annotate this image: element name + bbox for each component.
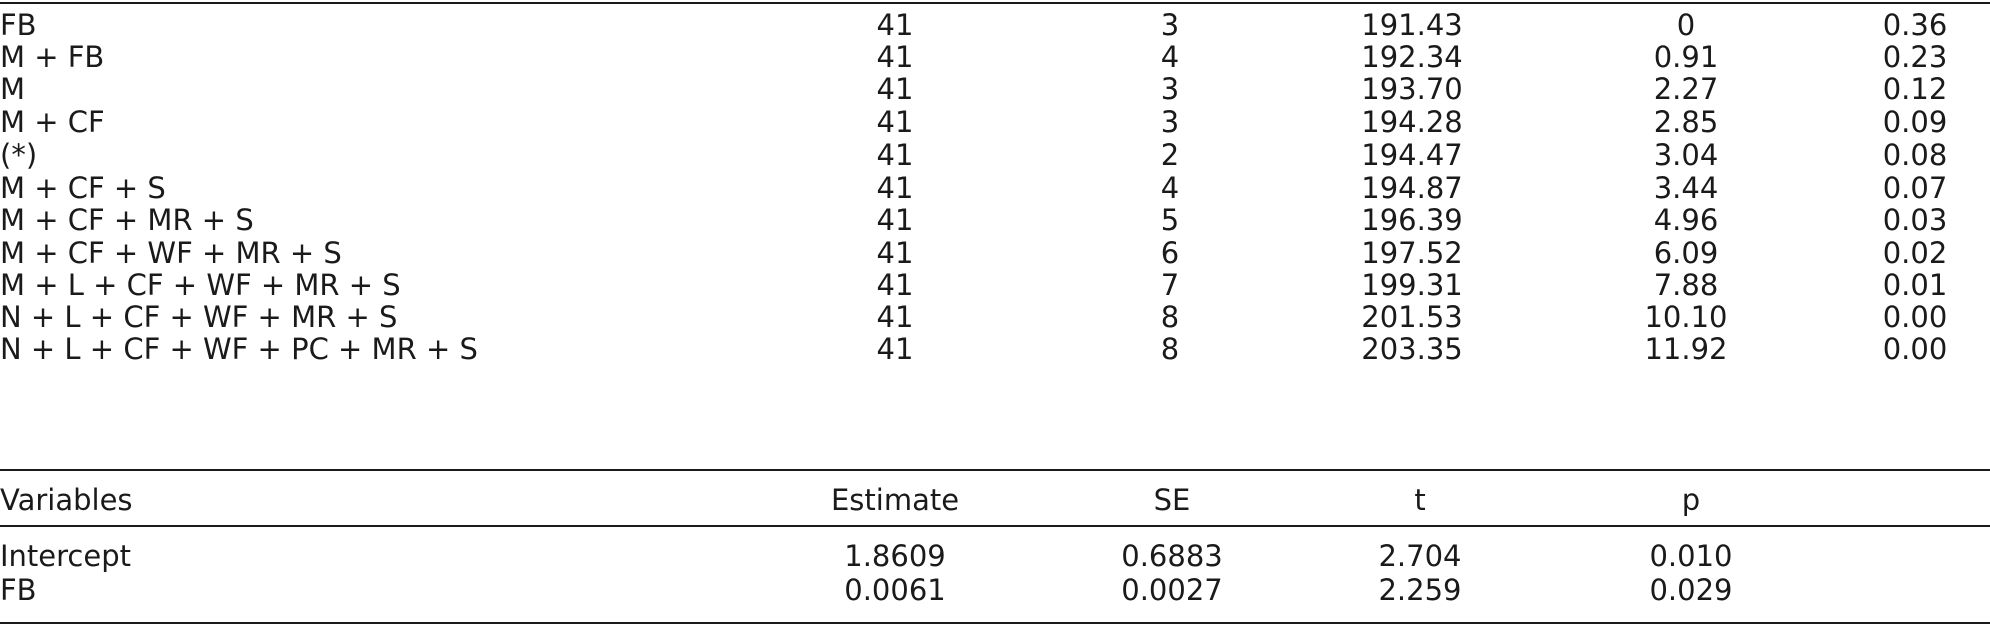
k-value: 3 [1160, 72, 1180, 106]
delta-value: 6.09 [1653, 236, 1719, 270]
se-value: 0.6883 [1121, 539, 1223, 573]
k-value: 5 [1160, 203, 1180, 237]
variable-name: Intercept [0, 539, 131, 573]
aicc-value: 193.70 [1361, 72, 1463, 106]
k-value: 2 [1160, 138, 1180, 172]
weight-value: 0.03 [1882, 203, 1948, 237]
k-value: 3 [1160, 8, 1180, 42]
delta-value: 3.04 [1653, 138, 1719, 172]
weight-value: 0.00 [1882, 332, 1948, 366]
coef-header-row: Variables Estimate SE t p [0, 480, 1990, 520]
table-row: FB 41 3 191.43 0 0.36 [0, 5, 1990, 45]
header-p: p [1681, 483, 1701, 517]
n-value: 41 [876, 72, 914, 106]
header-estimate: Estimate [830, 483, 960, 517]
weight-value: 0.00 [1882, 300, 1948, 334]
aicc-value: 194.47 [1361, 138, 1463, 172]
aicc-value: 203.35 [1361, 332, 1463, 366]
table-row: M + L + CF + WF + MR + S 41 7 199.31 7.88 0.0… [0, 265, 1990, 305]
aicc-value: 199.31 [1361, 268, 1463, 302]
n-value: 41 [876, 332, 914, 366]
model-name: M + CF + MR + S [0, 203, 254, 237]
table-row: M + CF + S 41 4 194.87 3.44 0.07 [0, 168, 1990, 208]
aicc-value: 194.87 [1361, 171, 1463, 205]
model-name: (*) [0, 138, 38, 172]
model-name: M + CF + WF + MR + S [0, 236, 342, 270]
delta-value: 11.92 [1644, 332, 1728, 366]
aicc-value: 194.28 [1361, 105, 1463, 139]
weight-value: 0.08 [1882, 138, 1948, 172]
delta-value: 10.10 [1644, 300, 1728, 334]
k-value: 4 [1160, 40, 1180, 74]
p-value: 0.029 [1649, 573, 1733, 607]
delta-value: 0 [1676, 8, 1696, 42]
table-bottom-rule [0, 622, 1990, 624]
delta-value: 3.44 [1653, 171, 1719, 205]
n-value: 41 [876, 105, 914, 139]
header-t: t [1414, 483, 1426, 517]
table-row: M + CF + MR + S 41 5 196.39 4.96 0.03 [0, 200, 1990, 240]
weight-value: 0.02 [1882, 236, 1948, 270]
table-row: N + L + CF + WF + PC + MR + S 41 8 203.35 11… [0, 329, 1990, 369]
k-value: 4 [1160, 171, 1180, 205]
aicc-value: 196.39 [1361, 203, 1463, 237]
model-name: FB [0, 8, 37, 42]
table-row: N + L + CF + WF + MR + S 41 8 201.53 10.10 0.… [0, 297, 1990, 337]
aicc-value: 197.52 [1361, 236, 1463, 270]
coef-header-rule [0, 525, 1990, 527]
weight-value: 0.36 [1882, 8, 1948, 42]
model-name: M + L + CF + WF + MR + S [0, 268, 401, 302]
weight-value: 0.01 [1882, 268, 1948, 302]
model-name: N + L + CF + WF + MR + S [0, 300, 398, 334]
delta-value: 2.27 [1653, 72, 1719, 106]
aicc-value: 201.53 [1361, 300, 1463, 334]
p-value: 0.010 [1649, 539, 1733, 573]
k-value: 6 [1160, 236, 1180, 270]
table-row: (*) 41 2 194.47 3.04 0.08 [0, 135, 1990, 175]
k-value: 3 [1160, 105, 1180, 139]
n-value: 41 [876, 171, 914, 205]
se-value: 0.0027 [1121, 573, 1223, 607]
header-variables: Variables [0, 483, 133, 517]
t-value: 2.259 [1378, 573, 1462, 607]
table-row: M + FB 41 4 192.34 0.91 0.23 [0, 37, 1990, 77]
table-row: M 41 3 193.70 2.27 0.12 [0, 69, 1990, 109]
table-row: M + CF 41 3 194.28 2.85 0.09 [0, 102, 1990, 142]
model-name: N + L + CF + WF + PC + MR + S [0, 332, 478, 366]
weight-value: 0.07 [1882, 171, 1948, 205]
weight-value: 0.23 [1882, 40, 1948, 74]
n-value: 41 [876, 40, 914, 74]
delta-value: 7.88 [1653, 268, 1719, 302]
k-value: 7 [1160, 268, 1180, 302]
table-top-rule [0, 2, 1990, 4]
n-value: 41 [876, 268, 914, 302]
n-value: 41 [876, 8, 914, 42]
table-row: FB 0.0061 0.0027 2.259 0.029 [0, 570, 1990, 610]
model-name: M + FB [0, 40, 105, 74]
aicc-value: 191.43 [1361, 8, 1463, 42]
weight-value: 0.12 [1882, 72, 1948, 106]
delta-value: 4.96 [1653, 203, 1719, 237]
model-name: M + CF + S [0, 171, 166, 205]
table-row: M + CF + WF + MR + S 41 6 197.52 6.09 0.02 [0, 233, 1990, 273]
estimate-value: 0.0061 [844, 573, 946, 607]
table-mid-rule [0, 469, 1990, 471]
table-row: Intercept 1.8609 0.6883 2.704 0.010 [0, 536, 1990, 576]
n-value: 41 [876, 300, 914, 334]
model-name: M + CF [0, 105, 105, 139]
t-value: 2.704 [1378, 539, 1462, 573]
n-value: 41 [876, 236, 914, 270]
variable-name: FB [0, 573, 37, 607]
aicc-value: 192.34 [1361, 40, 1463, 74]
estimate-value: 1.8609 [844, 539, 946, 573]
delta-value: 0.91 [1653, 40, 1719, 74]
header-se: SE [1153, 483, 1191, 517]
k-value: 8 [1160, 332, 1180, 366]
n-value: 41 [876, 203, 914, 237]
n-value: 41 [876, 138, 914, 172]
model-name: M [0, 72, 26, 106]
weight-value: 0.09 [1882, 105, 1948, 139]
k-value: 8 [1160, 300, 1180, 334]
delta-value: 2.85 [1653, 105, 1719, 139]
